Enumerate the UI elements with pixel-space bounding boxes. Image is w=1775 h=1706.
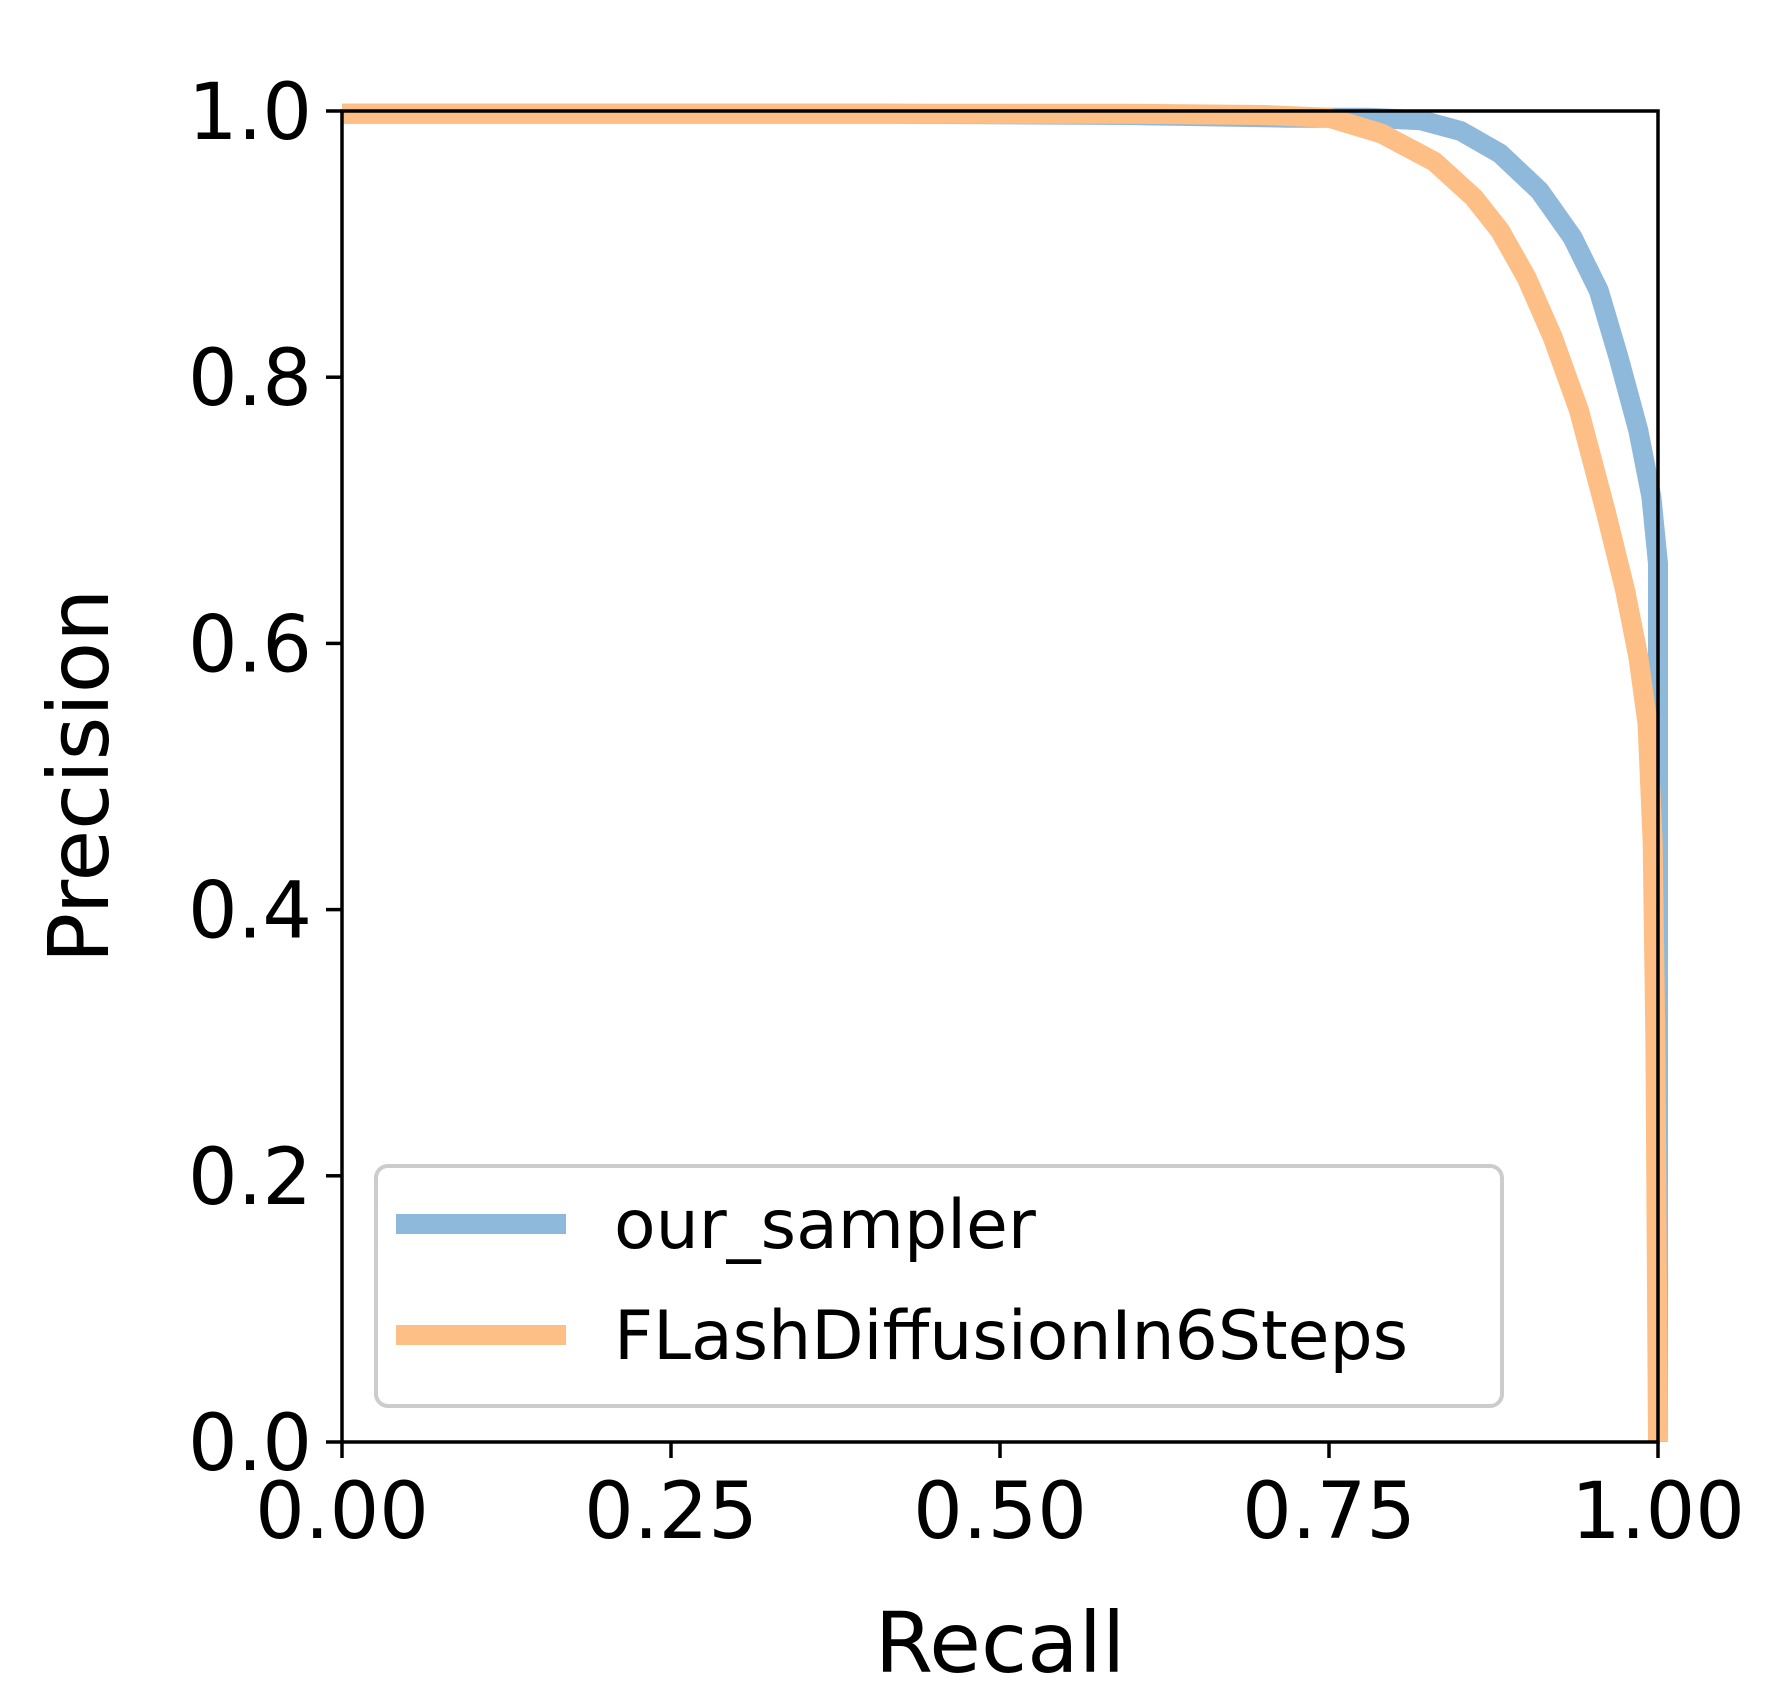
y-axis-ticks: 0.0 0.2 0.4 0.6 0.8 1.0: [188, 68, 342, 1489]
y-axis-label: Precision: [30, 589, 128, 964]
series-line-flashdiffusionin6steps: [342, 103, 1668, 1443]
y-tick-label: 0.0: [188, 1399, 312, 1489]
series-layer: [342, 103, 1668, 1443]
x-axis-label: Recall: [875, 1594, 1126, 1692]
y-tick-label: 0.8: [188, 334, 312, 424]
legend-label-our-sampler: our_sampler: [614, 1186, 1036, 1265]
x-tick-label: 0.00: [255, 1467, 429, 1557]
legend-box: [374, 1164, 1504, 1408]
x-tick-label: 0.50: [913, 1467, 1087, 1557]
y-tick-label: 0.6: [188, 600, 312, 690]
x-tick-label: 0.75: [1242, 1467, 1416, 1557]
y-tick-label: 1.0: [188, 68, 312, 158]
legend-label-flashdiffusion: FLashDiffusionIn6Steps: [614, 1297, 1408, 1376]
x-axis-ticks: 0.00 0.25 0.50 0.75 1.00: [255, 1442, 1745, 1557]
legend: our_sampler FLashDiffusionIn6Steps: [374, 1164, 1504, 1408]
y-tick-label: 0.2: [188, 1133, 312, 1223]
y-tick-label: 0.4: [188, 867, 312, 957]
x-tick-label: 1.00: [1571, 1467, 1745, 1557]
x-tick-label: 0.25: [584, 1467, 758, 1557]
